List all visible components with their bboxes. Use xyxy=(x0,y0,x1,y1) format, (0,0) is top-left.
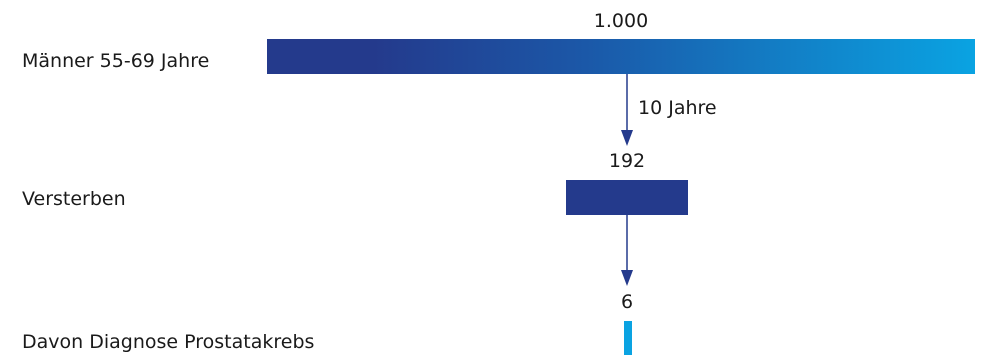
row-label-deceased: Versterben xyxy=(22,188,126,210)
bar-total xyxy=(267,39,975,74)
arrow-deceased-to-cancer xyxy=(621,215,633,286)
value-label-cancer: 6 xyxy=(620,291,634,313)
bar-deceased xyxy=(566,180,688,215)
bar-cancer xyxy=(624,321,632,355)
arrow-total-to-deceased xyxy=(621,74,633,146)
arrow-period-label: 10 Jahre xyxy=(638,97,717,119)
row-label-cancer: Davon Diagnose Prostatakrebs xyxy=(22,331,315,353)
value-label-total: 1.000 xyxy=(593,10,649,32)
value-label-deceased: 192 xyxy=(608,150,646,172)
row-label-total: Männer 55-69 Jahre xyxy=(22,50,210,72)
